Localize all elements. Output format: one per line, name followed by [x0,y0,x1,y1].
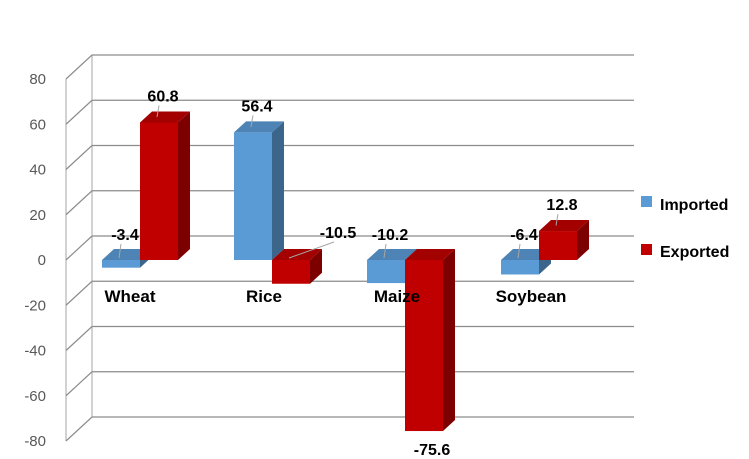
gridline [65,144,634,170]
bar-top [102,249,152,260]
data-label: -6.4 [510,227,538,244]
y-tick-label: 20 [29,207,46,224]
legend-swatch-exported [641,244,652,255]
legend: Imported Exported [641,196,729,261]
bar-top [539,220,589,232]
y-tick-label: -60 [24,388,46,405]
bar-top [501,249,551,260]
data-label: -10.5 [320,225,357,242]
bar-top [405,249,455,260]
data-label: -10.2 [372,227,409,244]
leader-line [555,213,559,226]
leader-line [156,105,160,118]
leader-line [383,243,387,259]
legend-label-exported: Exported [660,244,729,261]
y-tick-label: -20 [24,297,46,314]
data-label: 56.4 [241,98,272,115]
bar-front [367,260,405,284]
leader-line [517,243,521,259]
bar-top [140,111,190,123]
y-tick-label: 0 [38,252,46,269]
y-tick-label: -80 [24,433,46,450]
gridline [65,371,634,397]
bar-side [178,111,190,260]
bar-front [140,122,178,260]
category-label-maize: Maize [374,287,420,306]
y-axis-ticks: -80 -60 -40 -20 0 20 40 60 80 [24,71,46,450]
category-label-wheat: Wheat [105,287,156,306]
category-label-soybean: Soybean [496,287,567,306]
gridline [65,235,634,261]
bar-front [501,260,539,275]
bar-exported-maize [405,249,455,432]
data-label: -3.4 [111,227,139,244]
category-label-rice: Rice [246,287,282,306]
bar-front [539,231,577,260]
data-labels: -3.4 60.8 56.4 -10.5 -10.2 -75.6 -6.4 12.8 [111,88,577,459]
data-label: 60.8 [147,88,178,105]
bars [102,111,589,432]
bar-front [102,260,140,268]
bar-exported-rice [272,249,322,284]
bar-side [443,249,455,432]
bar-exported-wheat [140,111,190,260]
data-label: 12.8 [546,197,577,214]
label-leaders [118,105,559,259]
gridlines [65,54,634,442]
y-tick-label: 60 [29,116,46,133]
leader-line [250,115,254,127]
leader-line [118,243,122,259]
gridline [65,190,634,216]
bar-front [234,132,272,260]
bar-front [405,260,443,432]
bar-top [367,249,417,260]
y-tick-label: 80 [29,71,46,88]
bar-side [272,121,284,261]
gridline [65,325,634,351]
legend-swatch-imported [641,196,652,207]
category-labels: Wheat Rice Maize Soybean [105,287,567,306]
bar-top [234,121,284,133]
bar-imported-rice [234,121,284,261]
bar-top [272,249,322,260]
gridline [65,416,634,442]
bar-side [577,220,589,260]
bar-front [272,260,310,284]
leader-line [288,241,335,259]
gridline [65,99,634,125]
y-tick-label: 40 [29,162,46,179]
legend-label-imported: Imported [660,197,728,214]
data-label: -75.6 [414,442,451,459]
bar-exported-soybean [539,220,589,260]
bar-side [310,249,322,284]
y-tick-label: -40 [24,343,46,360]
gridline [65,54,634,80]
